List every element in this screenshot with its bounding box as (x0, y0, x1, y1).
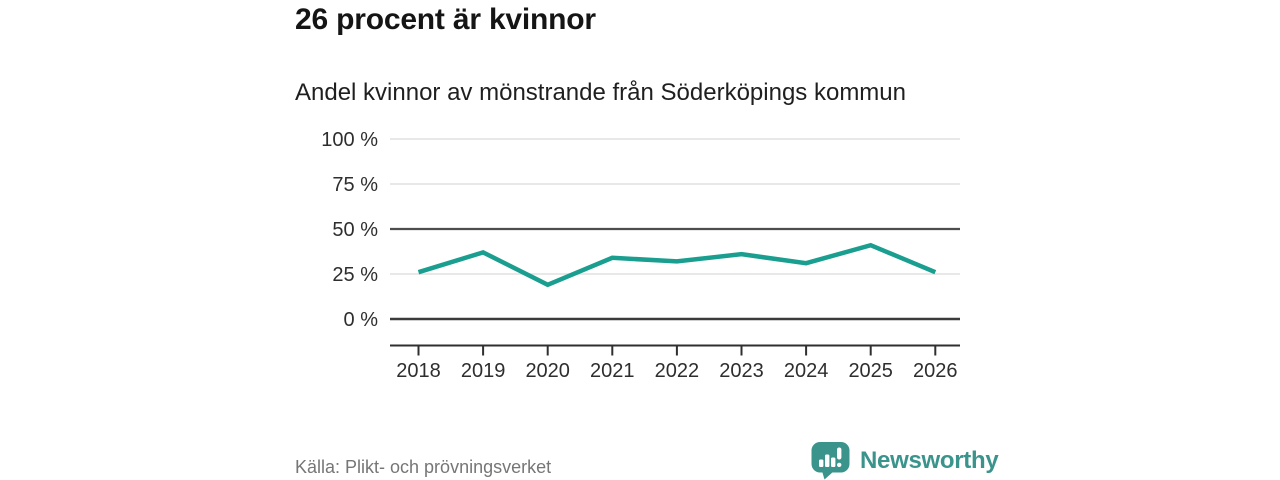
y-tick-label: 25 % (332, 264, 378, 286)
newsworthy-logo: Newsworthy (810, 441, 999, 480)
y-tick-label: 100 % (321, 129, 378, 151)
newsworthy-logo-icon (811, 442, 850, 480)
x-tick-label: 2018 (396, 360, 441, 382)
source-note: Källa: Plikt- och prövningsverket (295, 457, 552, 477)
data-line-series (417, 242, 937, 288)
x-tick-label: 2023 (719, 360, 764, 382)
chart-title: 26 procent är kvinnor (295, 3, 596, 36)
x-tick-label: 2024 (784, 360, 829, 382)
newsworthy-logo-text: Newsworthy (860, 446, 999, 474)
y-tick-label: 0 % (344, 309, 379, 331)
x-tick-label: 2020 (525, 360, 570, 382)
line-chart: 0 % 25 % 50 % 75 % 100 % 2018 2019 2020 2021 2022… (321, 129, 960, 382)
y-tick-label: 75 % (332, 174, 378, 196)
y-tick-label: 50 % (332, 219, 378, 241)
x-tick-label: 2026 (913, 360, 958, 382)
chart-subtitle: Andel kvinnor av mönstrande från Söderkö… (295, 79, 906, 106)
x-tick-label: 2025 (848, 360, 893, 382)
x-tick-label: 2022 (655, 360, 700, 382)
x-tick-label: 2019 (461, 360, 506, 382)
x-tick-label: 2021 (590, 360, 635, 382)
